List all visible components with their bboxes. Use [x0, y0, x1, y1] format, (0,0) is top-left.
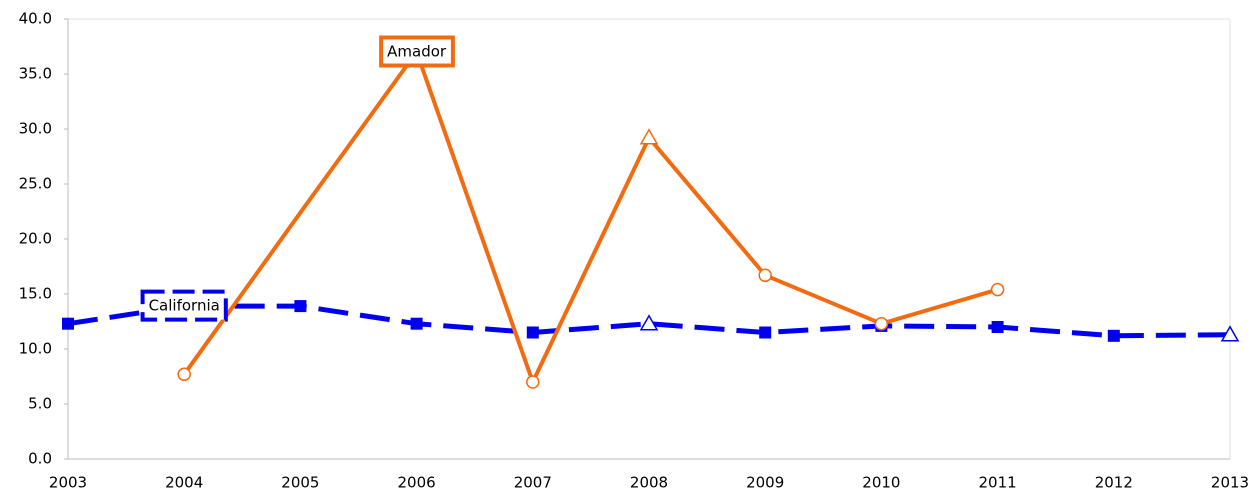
- y-tick-label: 15.0: [19, 285, 52, 303]
- y-tick-label: 5.0: [28, 395, 52, 413]
- x-tick-label: 2008: [630, 474, 668, 492]
- marker: [639, 128, 659, 145]
- annotation: Amador: [379, 35, 455, 68]
- x-tick-label: 2013: [1211, 474, 1249, 492]
- marker: [1220, 325, 1240, 342]
- y-tick-label: 30.0: [19, 120, 52, 138]
- x-tick-label: 2005: [281, 474, 319, 492]
- annotation-label: California: [149, 297, 220, 315]
- marker: [177, 367, 191, 382]
- y-tick-label: 20.0: [19, 230, 52, 248]
- marker: [991, 321, 1004, 333]
- x-tick-label: 2004: [165, 474, 203, 492]
- marker: [294, 300, 307, 313]
- y-tick-label: 35.0: [19, 65, 52, 83]
- annotation-label: Amador: [387, 43, 447, 61]
- x-tick-label: 2003: [49, 474, 87, 492]
- marker: [759, 326, 772, 339]
- x-tick-label: 2012: [1095, 474, 1133, 492]
- y-tick-label: 40.0: [19, 10, 52, 28]
- marker: [410, 317, 423, 330]
- series-line: [182, 50, 999, 384]
- y-tick-label: 10.0: [19, 340, 52, 358]
- y-tick-label: 25.0: [19, 175, 52, 193]
- marker: [526, 375, 540, 389]
- marker: [62, 317, 74, 330]
- marker: [1107, 329, 1120, 342]
- annotation: California: [140, 289, 228, 322]
- marker: [758, 268, 772, 283]
- annotation-box: [379, 35, 455, 68]
- x-tick-label: 2010: [862, 474, 900, 492]
- marker: [639, 314, 659, 331]
- marker: [526, 326, 539, 339]
- annotation-box: [140, 289, 228, 322]
- x-tick-label: 2009: [746, 474, 784, 492]
- y-tick-label: 0.0: [28, 450, 52, 468]
- marker: [990, 282, 1005, 297]
- series-line: [67, 303, 1231, 339]
- marker: [874, 316, 889, 331]
- x-tick-label: 2011: [979, 474, 1017, 492]
- x-tick-label: 2006: [398, 474, 436, 492]
- x-tick-label: 2007: [514, 474, 552, 492]
